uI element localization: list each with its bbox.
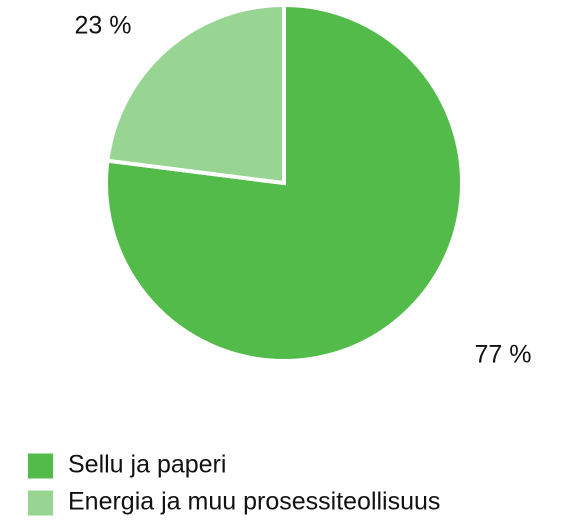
legend-label: Sellu ja paperi bbox=[68, 451, 226, 479]
data-label: 77 % bbox=[475, 341, 532, 369]
legend-swatch bbox=[28, 490, 53, 516]
data-label: 23 % bbox=[75, 12, 132, 40]
pie-slice bbox=[105, 2, 286, 186]
legend-swatch bbox=[28, 453, 53, 479]
legend-label: Energia ja muu prosessiteollisuus bbox=[68, 488, 440, 516]
pie-slice bbox=[104, 2, 464, 363]
